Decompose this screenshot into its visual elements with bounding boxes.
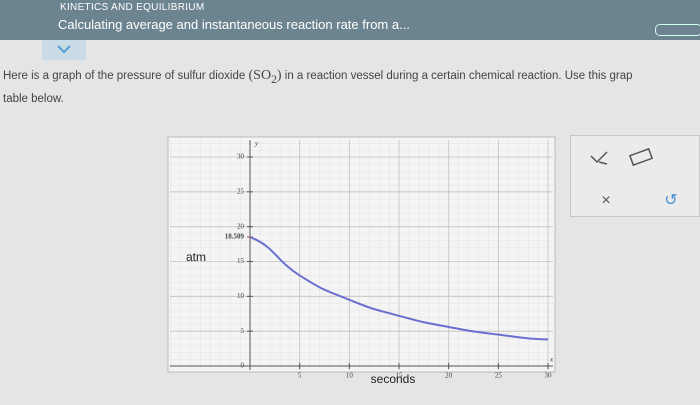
category: KINETICS AND EQUILIBRIUM: [60, 2, 205, 13]
prompt-text: Here is a graph of the pressure of sulfu…: [3, 70, 246, 82]
marked-tick-label: 18.509: [225, 233, 245, 241]
close-button[interactable]: ×: [601, 192, 610, 209]
x-axis-label: seconds: [371, 372, 416, 386]
prompt-line: Here is a graph of the pressure of sulfu…: [3, 68, 633, 86]
side-tab[interactable]: [655, 24, 700, 36]
title: Calculating average and instantaneous re…: [58, 17, 410, 32]
y-tick-label: 30: [237, 153, 245, 161]
tool-icons: × ↺: [590, 147, 678, 209]
x-tick-label: 15: [396, 372, 404, 380]
axis-letter: x: [549, 356, 554, 364]
header: KINETICS AND EQUILIBRIUM Calculating ave…: [0, 0, 700, 40]
axis-letter: y: [254, 140, 259, 148]
y-axis-label: atm: [186, 250, 206, 264]
x-tick-label: 10: [346, 372, 354, 380]
prompt-text: in a reaction vessel during a certain ch…: [284, 70, 633, 82]
formula: SO: [253, 68, 272, 83]
y-tick-label: 5: [241, 327, 245, 335]
y-tick-label: 15: [237, 257, 245, 265]
y-tick-label: 10: [237, 292, 245, 300]
x-tick-label: 20: [445, 372, 453, 380]
prompt-line: table below.: [3, 93, 64, 105]
x-tick-label: 5: [298, 372, 302, 380]
undo-button[interactable]: ↺: [664, 192, 677, 209]
x-tick-label: 25: [495, 372, 503, 380]
chevron: [57, 45, 71, 54]
x-tick-label: 30: [545, 372, 553, 380]
y-tick-label: 25: [237, 187, 245, 195]
tool-panel: × ↺: [570, 135, 700, 217]
minor-grid: [170, 140, 553, 370]
y-tick-label: 20: [237, 222, 245, 230]
subscript: 2: [271, 72, 277, 86]
collapse-tab[interactable]: [42, 40, 86, 60]
data-line: [249, 236, 549, 341]
